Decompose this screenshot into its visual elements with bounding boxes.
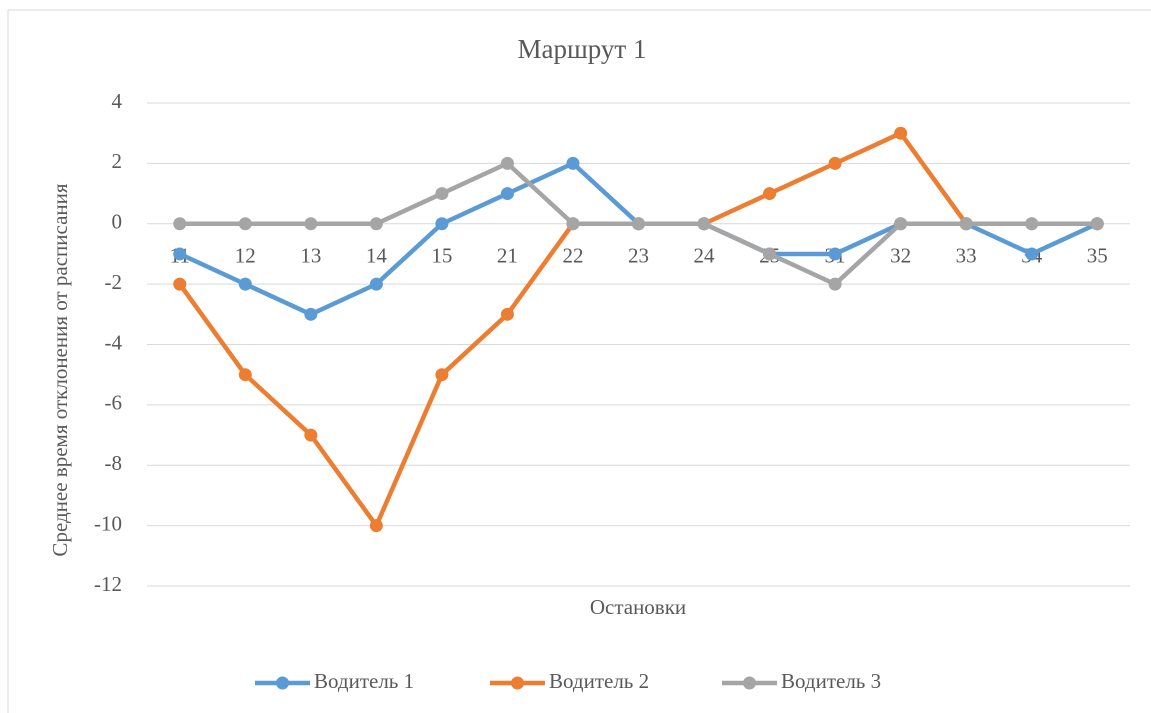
data-point bbox=[369, 277, 383, 291]
x-tick-label: 32 bbox=[890, 244, 911, 268]
data-point bbox=[828, 247, 842, 261]
data-point bbox=[894, 126, 908, 140]
data-point bbox=[304, 307, 318, 321]
legend-marker bbox=[511, 676, 524, 690]
data-point bbox=[697, 217, 711, 231]
data-point bbox=[894, 217, 908, 231]
data-point bbox=[566, 217, 580, 231]
data-point bbox=[435, 187, 449, 201]
data-point bbox=[1090, 217, 1104, 231]
x-tick-label: 35 bbox=[1087, 244, 1108, 268]
data-point bbox=[304, 217, 318, 231]
data-point bbox=[828, 156, 842, 170]
x-tick-label: 13 bbox=[300, 244, 321, 268]
x-tick-label: 24 bbox=[694, 244, 716, 268]
data-point bbox=[304, 428, 318, 442]
y-tick-label: -8 bbox=[105, 451, 123, 475]
data-point bbox=[763, 247, 777, 261]
x-tick-label: 22 bbox=[562, 244, 583, 268]
data-point bbox=[238, 277, 252, 291]
data-point bbox=[435, 217, 449, 231]
data-point bbox=[1025, 217, 1039, 231]
x-tick-label: 21 bbox=[497, 244, 518, 268]
data-point bbox=[566, 156, 580, 170]
data-point bbox=[369, 519, 383, 533]
x-tick-label: 23 bbox=[628, 244, 649, 268]
data-point bbox=[238, 368, 252, 382]
data-point bbox=[828, 277, 842, 291]
legend-marker bbox=[276, 676, 289, 690]
legend-label: Водитель 2 bbox=[549, 669, 649, 693]
data-point bbox=[959, 217, 973, 231]
data-point bbox=[632, 217, 645, 231]
data-point bbox=[763, 187, 777, 201]
y-tick-label: -4 bbox=[105, 330, 123, 354]
chart-title: Маршрут 1 bbox=[518, 34, 647, 64]
y-tick-label: -12 bbox=[94, 572, 122, 596]
chart-border bbox=[7, 9, 1151, 713]
data-point bbox=[1025, 247, 1039, 261]
data-point bbox=[369, 217, 383, 231]
y-tick-label: 2 bbox=[112, 149, 123, 173]
legend-marker bbox=[743, 676, 756, 690]
y-tick-label: -6 bbox=[105, 391, 123, 415]
y-tick-label: 4 bbox=[112, 89, 123, 113]
data-point bbox=[238, 217, 252, 231]
data-point bbox=[435, 368, 449, 382]
x-tick-label: 12 bbox=[235, 244, 256, 268]
data-point bbox=[500, 156, 514, 170]
x-tick-label: 15 bbox=[431, 244, 452, 268]
y-tick-label: -10 bbox=[94, 511, 122, 535]
y-tick-label: -2 bbox=[105, 270, 123, 294]
data-point bbox=[173, 217, 187, 231]
data-point bbox=[173, 277, 187, 291]
x-tick-label: 14 bbox=[366, 244, 388, 268]
data-point bbox=[173, 247, 187, 261]
x-tick-label: 33 bbox=[956, 244, 977, 268]
y-axis-title: Среднее время отклонения от расписания bbox=[48, 183, 72, 556]
y-tick-label: 0 bbox=[112, 210, 123, 234]
legend-label: Водитель 3 bbox=[781, 669, 881, 693]
legend-label: Водитель 1 bbox=[314, 669, 414, 693]
x-axis-title: Остановки bbox=[590, 595, 686, 619]
data-point bbox=[500, 187, 514, 201]
data-point bbox=[500, 307, 514, 321]
